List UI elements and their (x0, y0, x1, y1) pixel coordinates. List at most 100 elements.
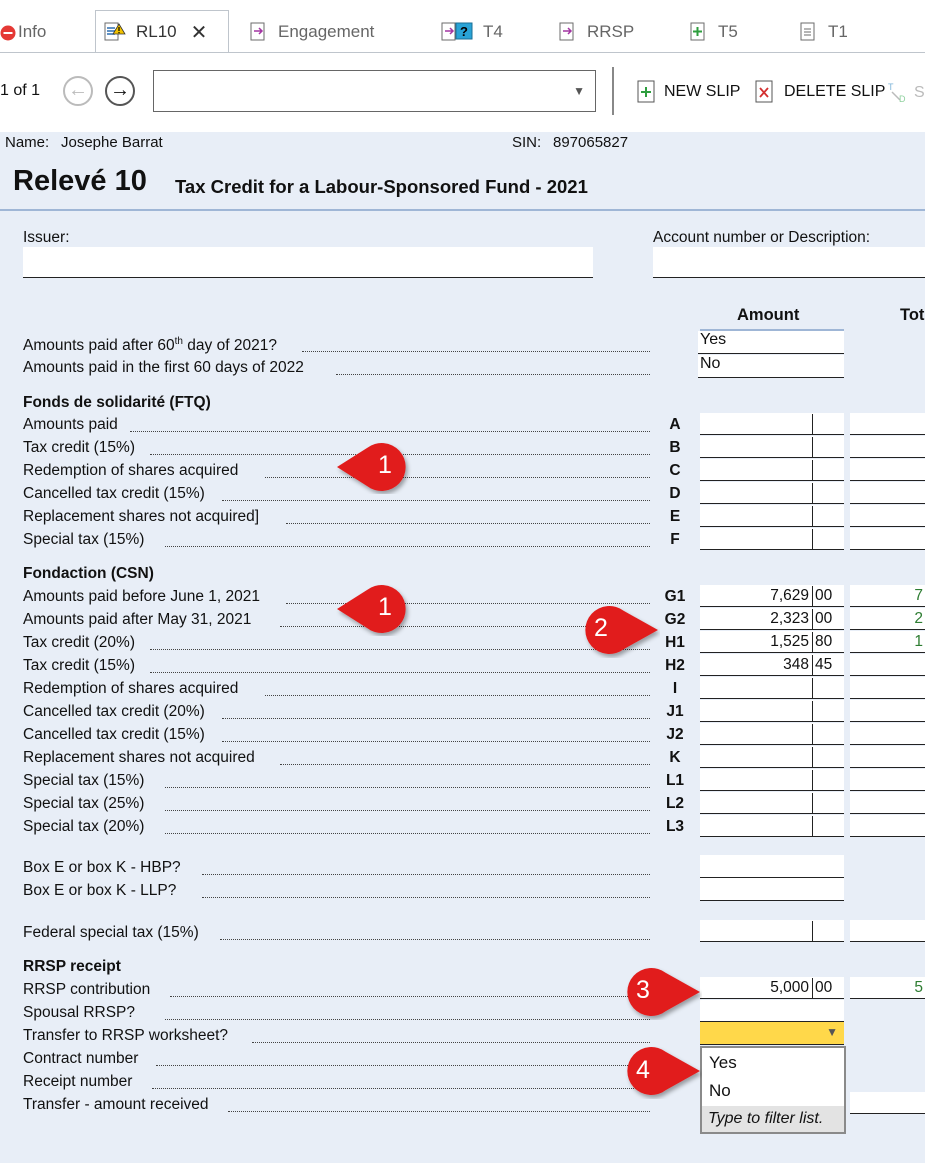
llp-field[interactable] (700, 878, 844, 901)
tab-t4[interactable]: ? T4 (441, 12, 503, 52)
amount-field[interactable]: 1,525 80 (700, 631, 844, 653)
callout-arrow (337, 443, 406, 491)
chevron-down-icon: ▼ (826, 1025, 838, 1039)
account-input[interactable] (653, 247, 925, 278)
total-field: 2 (850, 608, 925, 630)
chevron-down-icon: ▼ (573, 84, 585, 98)
amount-field[interactable]: 348 45 (700, 654, 844, 676)
delete-slip-button[interactable]: DELETE SLIP (754, 80, 885, 104)
tab-rl10[interactable]: RL10 ✕ (95, 10, 229, 53)
amount-field[interactable] (700, 746, 844, 768)
document-plus-icon (690, 22, 706, 42)
new-slip-button[interactable]: NEW SLIP (636, 80, 740, 104)
federal-label: Federal special tax (15%) (23, 924, 199, 941)
close-icon[interactable]: ✕ (190, 21, 208, 44)
new-slip-label: NEW SLIP (664, 83, 741, 100)
leader-dots (265, 477, 650, 478)
dropdown-filter-hint[interactable]: Type to filter list. (702, 1106, 844, 1132)
stop-icon (0, 22, 16, 42)
amount-field[interactable] (700, 677, 844, 699)
amount-field[interactable] (700, 436, 844, 458)
amount-field[interactable] (700, 700, 844, 722)
row-label: Special tax (25%) (23, 795, 145, 812)
federal-total-field (850, 920, 925, 942)
paid-first-answer[interactable]: No (698, 355, 844, 378)
total-field: 7 (850, 585, 925, 607)
document-icon (800, 22, 816, 42)
amount-field[interactable]: 7,629 00 (700, 585, 844, 607)
paid-after-answer[interactable]: Yes (698, 331, 844, 354)
ftq-heading: Fonds de solidarité (FTQ) (23, 394, 211, 411)
amount-field[interactable]: 2,323 00 (700, 608, 844, 630)
leader-dots (165, 1019, 650, 1020)
name-value: Josephe Barrat (61, 134, 163, 151)
rrsp-contribution-field[interactable]: 5,000 00 (700, 977, 844, 999)
row-label: Cancelled tax credit (15%) (23, 726, 205, 743)
contract-number-label: Contract number (23, 1050, 139, 1067)
tab-label: RRSP (587, 22, 635, 41)
amount-header-underline (700, 329, 844, 331)
leader-dots (228, 1111, 650, 1112)
box-code: L1 (665, 772, 685, 789)
delete-slip-label: DELETE SLIP (784, 83, 886, 100)
callout-arrow (627, 968, 700, 1016)
box-code: F (670, 531, 680, 548)
row-label: Tax credit (15%) (23, 657, 135, 674)
yes-no-dropdown[interactable]: Yes No Type to filter list. (700, 1046, 846, 1134)
transfer-worksheet-label: Transfer to RRSP worksheet? (23, 1027, 229, 1044)
leader-dots (202, 874, 650, 875)
box-code: E (669, 508, 681, 525)
dropdown-option-no[interactable]: No (709, 1081, 731, 1100)
box-code: H1 (665, 634, 685, 651)
amount-field[interactable] (700, 482, 844, 504)
td-icon: TD (888, 82, 906, 104)
total-field: 1 (850, 631, 925, 653)
leader-dots (202, 897, 650, 898)
transfer-worksheet-select[interactable]: ▼ (700, 1022, 844, 1045)
amount-field[interactable] (700, 413, 844, 435)
amount-field[interactable] (700, 528, 844, 550)
sin-label: SIN: (512, 134, 542, 151)
total-field (850, 654, 925, 676)
amount-field[interactable] (700, 792, 844, 814)
hbp-field[interactable] (700, 855, 844, 878)
total-field (850, 436, 925, 458)
tab-rrsp[interactable]: RRSP (559, 12, 634, 52)
callout-number: 3 (636, 976, 650, 1004)
hbp-label: Box E or box K - HBP? (23, 859, 181, 876)
paid-first-label: Amounts paid in the first 60 days of 202… (23, 359, 304, 376)
tab-info[interactable]: Info (0, 12, 46, 52)
amount-field[interactable] (700, 505, 844, 527)
callout-number: 2 (594, 614, 608, 642)
amount-field[interactable] (700, 723, 844, 745)
name-label: Name: (5, 134, 50, 151)
leader-dots (165, 546, 650, 547)
total-column-header: Tot (900, 306, 925, 324)
row-label: Cancelled tax credit (20%) (23, 703, 205, 720)
tab-t5[interactable]: T5 (690, 12, 738, 52)
tab-label: T1 (828, 22, 848, 41)
total-field (850, 769, 925, 791)
amount-field[interactable] (700, 815, 844, 837)
total-field (850, 505, 925, 527)
spousal-field[interactable] (700, 1000, 844, 1022)
row-label: Redemption of shares acquired (23, 462, 239, 479)
amount-field[interactable] (700, 769, 844, 791)
previous-arrow-icon[interactable]: ← (63, 76, 93, 106)
slip-selector[interactable]: ▼ (153, 70, 596, 112)
amount-field[interactable] (700, 459, 844, 481)
dropdown-option-yes[interactable]: Yes (709, 1053, 737, 1072)
toolbar-separator (612, 67, 614, 115)
tab-t1[interactable]: T1 (800, 12, 848, 52)
next-arrow-icon[interactable]: → (105, 76, 135, 106)
row-label: Redemption of shares acquired (23, 680, 239, 697)
document-question-icon: ? (441, 22, 475, 42)
federal-amount-field[interactable] (700, 920, 844, 942)
issuer-input[interactable] (23, 247, 593, 278)
total-field (850, 482, 925, 504)
tab-engagement[interactable]: Engagement (250, 12, 374, 52)
callout-arrow (337, 585, 406, 633)
box-code: L2 (665, 795, 685, 812)
receipt-number-label: Receipt number (23, 1073, 133, 1090)
